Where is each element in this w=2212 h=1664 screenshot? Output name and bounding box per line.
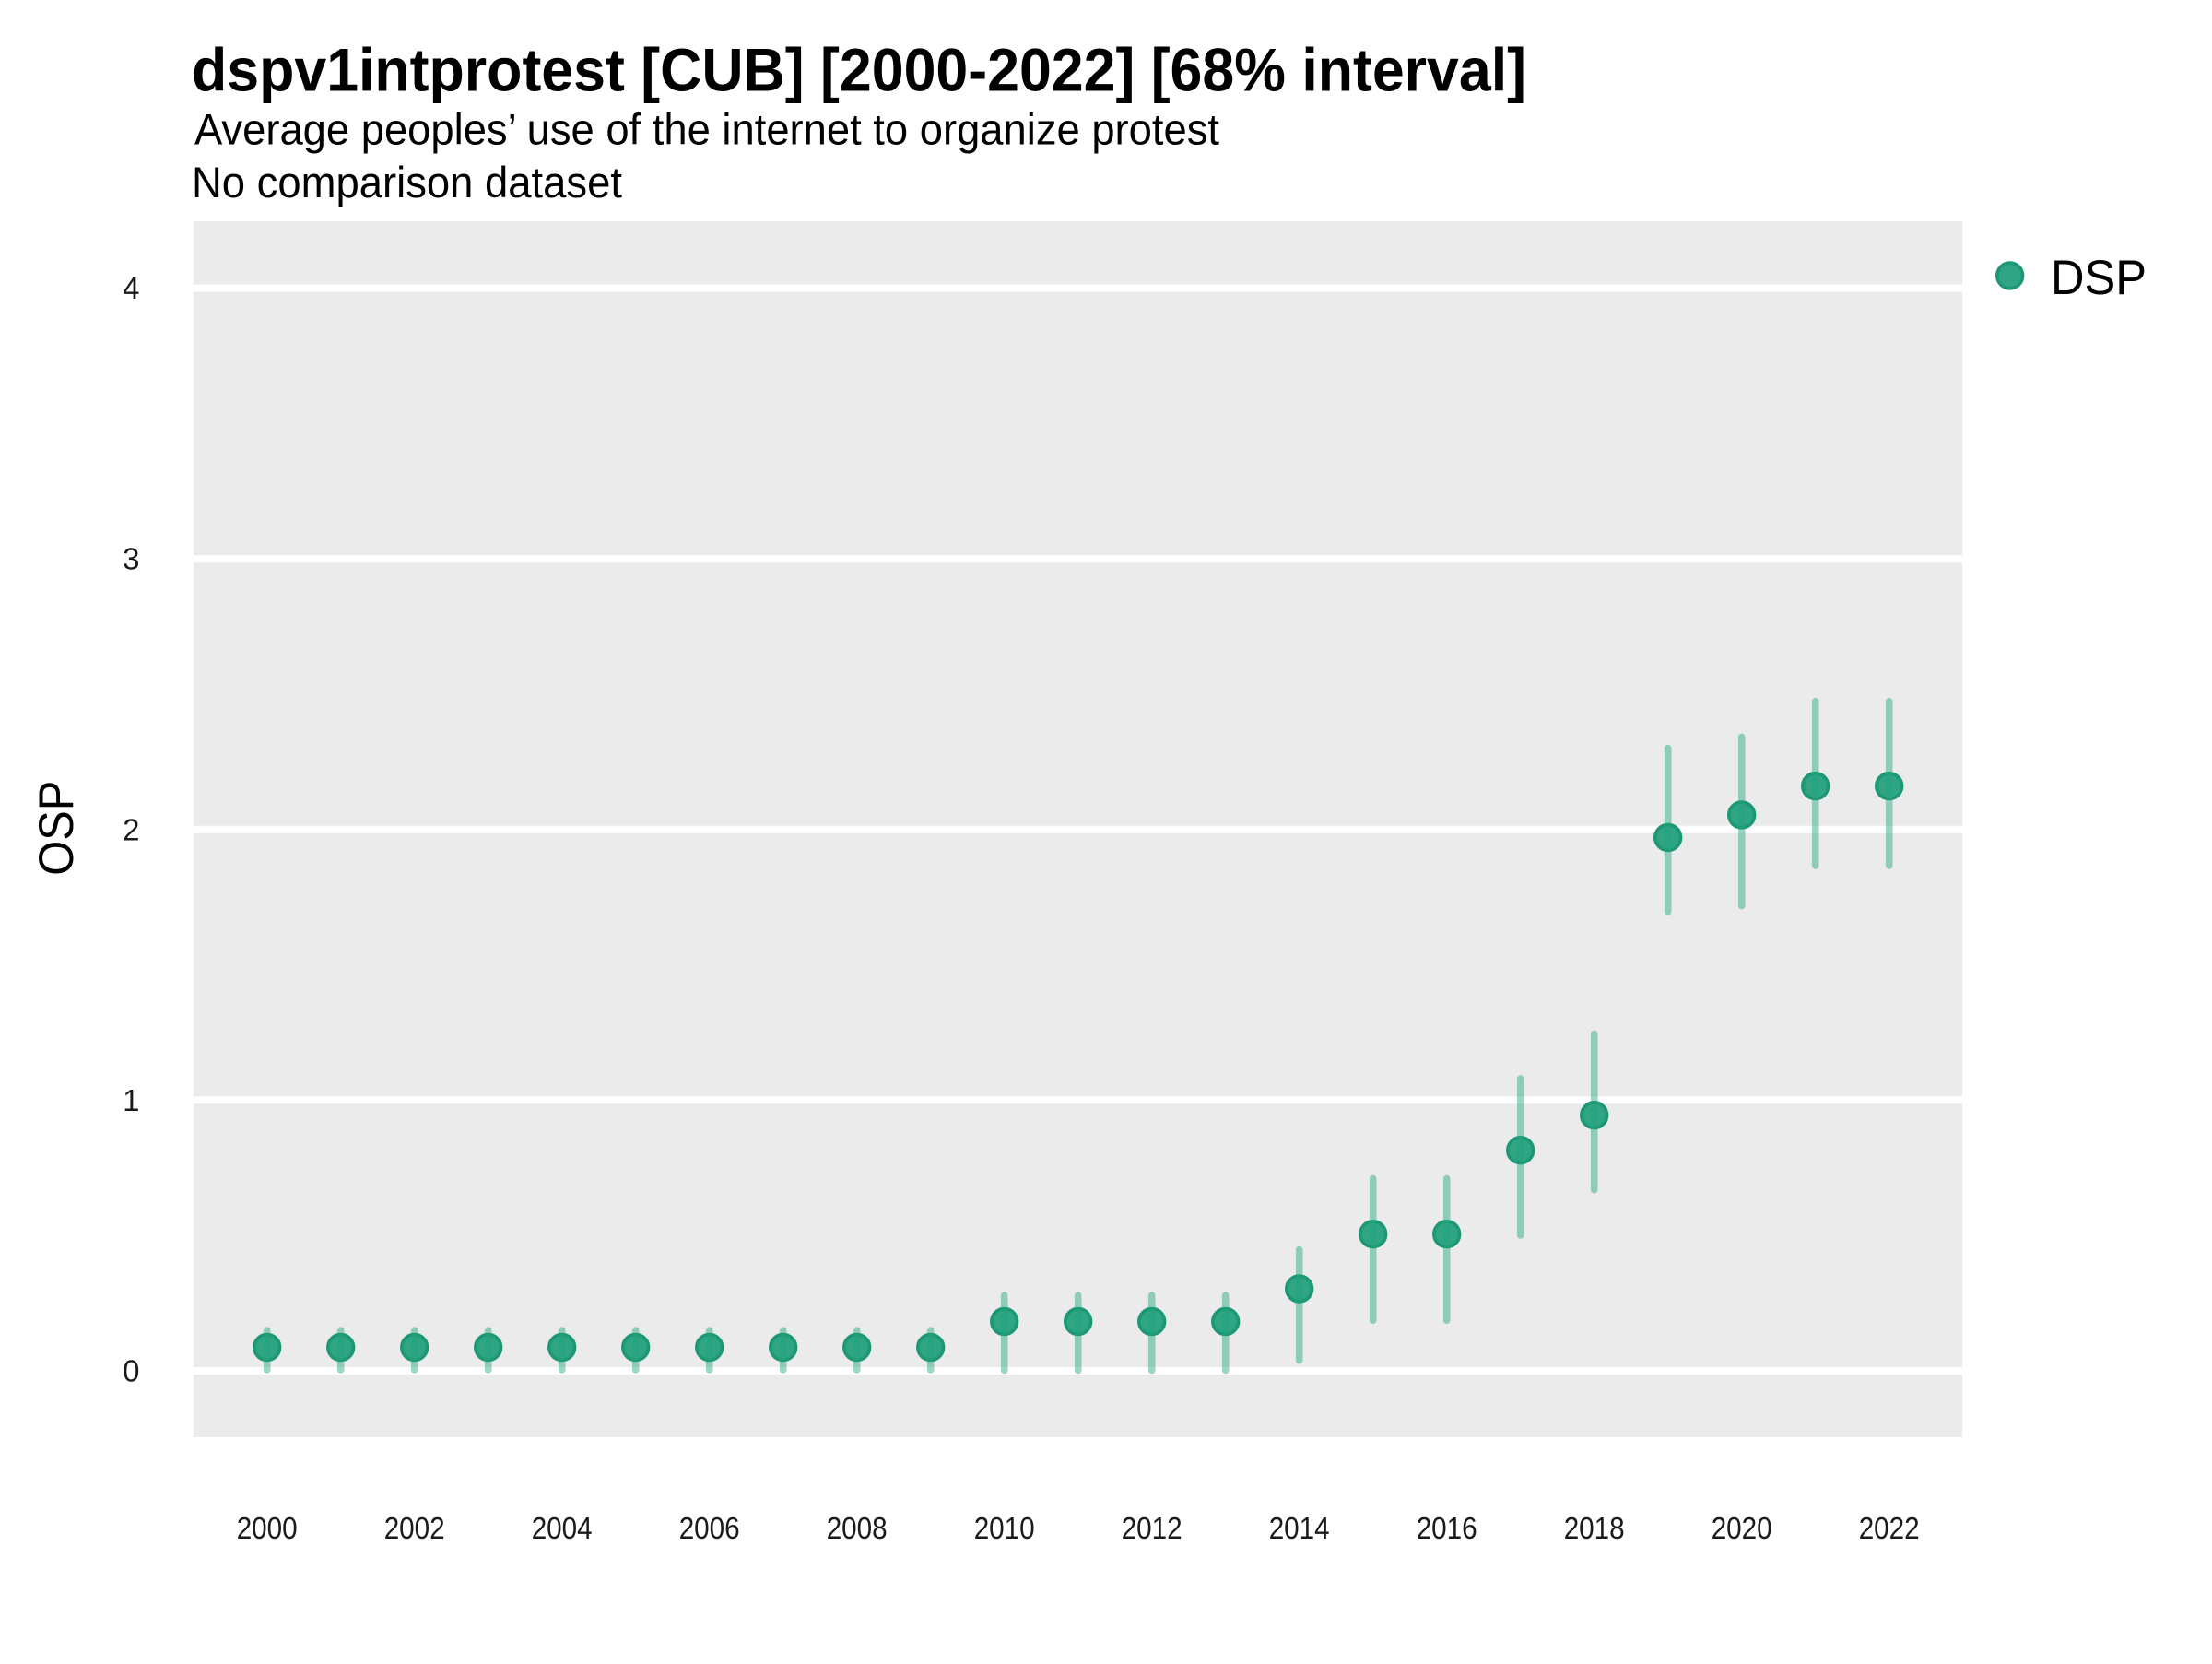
svg-text:2022: 2022 [1859, 1511, 1920, 1545]
svg-text:4: 4 [123, 271, 139, 305]
svg-text:3: 3 [123, 542, 139, 576]
svg-text:2016: 2016 [1417, 1511, 1477, 1545]
svg-text:2010: 2010 [974, 1511, 1035, 1545]
svg-text:2002: 2002 [384, 1511, 445, 1545]
svg-text:dspv1intprotest [CUB] [2000-20: dspv1intprotest [CUB] [2000-2022] [68% i… [192, 36, 1526, 104]
svg-text:2020: 2020 [1712, 1511, 1772, 1545]
svg-text:1: 1 [123, 1083, 139, 1117]
svg-text:2004: 2004 [532, 1511, 593, 1545]
svg-text:2000: 2000 [237, 1511, 298, 1545]
svg-text:2018: 2018 [1564, 1511, 1625, 1545]
svg-text:DSP: DSP [2051, 251, 2147, 305]
svg-text:2012: 2012 [1122, 1511, 1182, 1545]
svg-text:2: 2 [123, 812, 139, 846]
svg-text:No comparison dataset: No comparison dataset [192, 158, 622, 207]
svg-text:Average peoples’ use of the in: Average peoples’ use of the internet to … [194, 105, 1219, 154]
svg-text:2008: 2008 [827, 1511, 888, 1545]
svg-text:0: 0 [123, 1354, 139, 1388]
svg-text:OSP: OSP [29, 781, 84, 876]
svg-text:2006: 2006 [679, 1511, 740, 1545]
svg-text:2014: 2014 [1269, 1511, 1330, 1545]
